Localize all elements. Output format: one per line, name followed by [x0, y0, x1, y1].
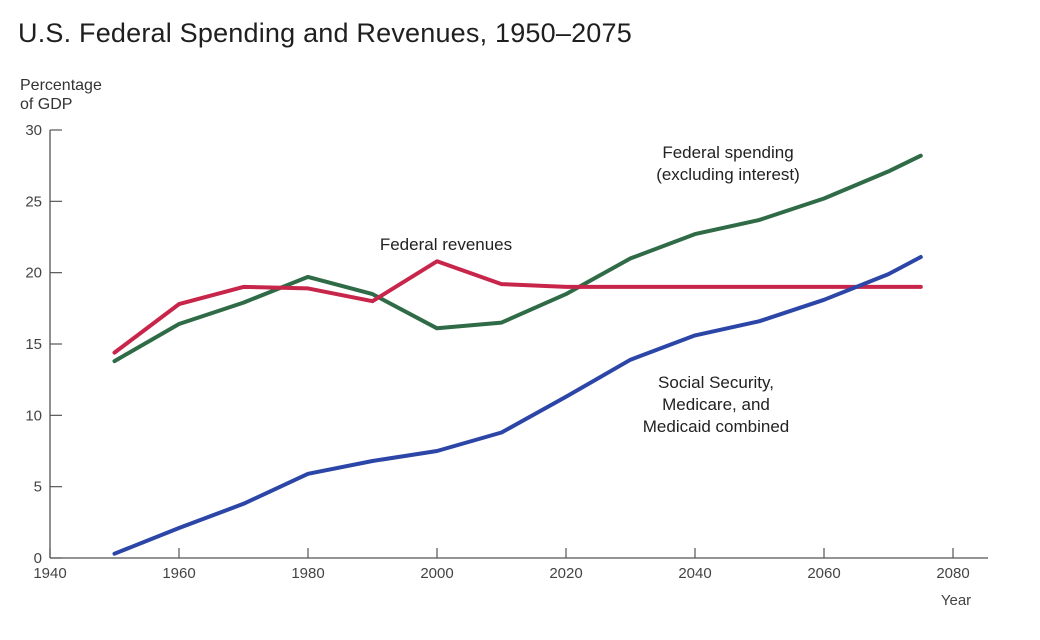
data-point	[919, 154, 923, 158]
series-annotations: Federal spending (excluding interest)Fede…	[380, 143, 800, 436]
data-point	[177, 322, 181, 326]
series-annotation-line: Medicare, and	[662, 395, 770, 414]
data-point	[112, 350, 117, 355]
data-point	[435, 449, 439, 453]
data-point	[919, 255, 923, 259]
y-tick-label: 10	[25, 407, 42, 424]
data-point	[757, 218, 762, 222]
data-point	[241, 285, 246, 289]
series-line-0	[112, 153, 923, 364]
data-point	[435, 259, 439, 263]
y-axis-label-line-1: Percentage	[20, 77, 102, 94]
data-point	[435, 326, 439, 330]
data-point	[564, 395, 568, 399]
data-point	[499, 430, 504, 435]
data-point	[886, 272, 891, 276]
series-annotation-2: Social Security, Medicare, and Medicaid co…	[643, 373, 789, 436]
data-point	[370, 299, 375, 303]
data-point	[822, 298, 826, 302]
x-tick-label: 2000	[420, 565, 453, 582]
data-point	[757, 285, 762, 289]
data-point	[241, 301, 246, 305]
data-point	[822, 285, 826, 289]
data-point	[112, 552, 117, 556]
series-annotation-line: Medicaid combined	[643, 417, 789, 436]
series-annotation-line: Federal spending	[662, 143, 793, 162]
data-point	[628, 256, 633, 260]
data-point	[241, 502, 246, 506]
data-point	[306, 472, 310, 476]
series-line-1	[112, 259, 923, 355]
data-point	[306, 275, 310, 279]
y-tick-label: 20	[25, 265, 42, 282]
x-tick-label: 2020	[549, 565, 582, 582]
data-point	[564, 292, 568, 296]
series-line-2	[112, 255, 923, 556]
series-annotation-line: (excluding interest)	[656, 165, 800, 184]
data-point	[177, 526, 181, 530]
x-tick-label: 2080	[936, 565, 969, 582]
x-tick-label: 1940	[33, 565, 66, 582]
data-point	[370, 459, 375, 463]
y-tick-label: 30	[25, 122, 42, 139]
data-point	[693, 285, 697, 289]
series-annotation-1: Federal revenues	[380, 235, 512, 254]
data-point	[177, 302, 181, 306]
y-tick-label: 25	[25, 193, 42, 210]
data-point	[112, 359, 117, 363]
data-point	[499, 282, 504, 286]
y-tick-label: 0	[34, 550, 42, 567]
data-point	[499, 321, 504, 325]
series-annotation-line: Social Security,	[658, 373, 774, 392]
y-axis-label-line-2: of GDP	[20, 96, 73, 113]
data-point	[628, 358, 633, 362]
x-tick-label: 2060	[807, 565, 840, 582]
x-tick-label: 1980	[291, 565, 324, 582]
data-point	[628, 285, 633, 289]
data-point	[370, 292, 375, 296]
y-tick-label: 5	[34, 479, 42, 496]
axes: 0 5 10 15 20 25 30 1940 1960 1980 2000 2020 2040 2060…	[25, 122, 988, 609]
x-axis-label: Year	[941, 592, 971, 609]
data-point	[757, 319, 762, 323]
x-tick-label: 2040	[678, 565, 711, 582]
series-annotation-0: Federal spending (excluding interest)	[656, 143, 800, 184]
data-point	[306, 286, 310, 290]
data-point	[919, 285, 923, 289]
series-lines	[112, 153, 923, 556]
data-point	[564, 285, 568, 289]
y-axis-label: Percentage of GDP	[20, 76, 102, 114]
x-tick-label: 1960	[162, 565, 195, 582]
chart-title: U.S. Federal Spending and Revenues, 1950…	[18, 18, 632, 48]
y-tick-label: 15	[25, 336, 42, 353]
data-point	[693, 333, 697, 338]
data-point	[822, 196, 826, 201]
series-annotation-line: Federal revenues	[380, 235, 512, 254]
data-point	[886, 169, 891, 173]
data-point	[886, 285, 891, 289]
data-point	[693, 232, 697, 236]
